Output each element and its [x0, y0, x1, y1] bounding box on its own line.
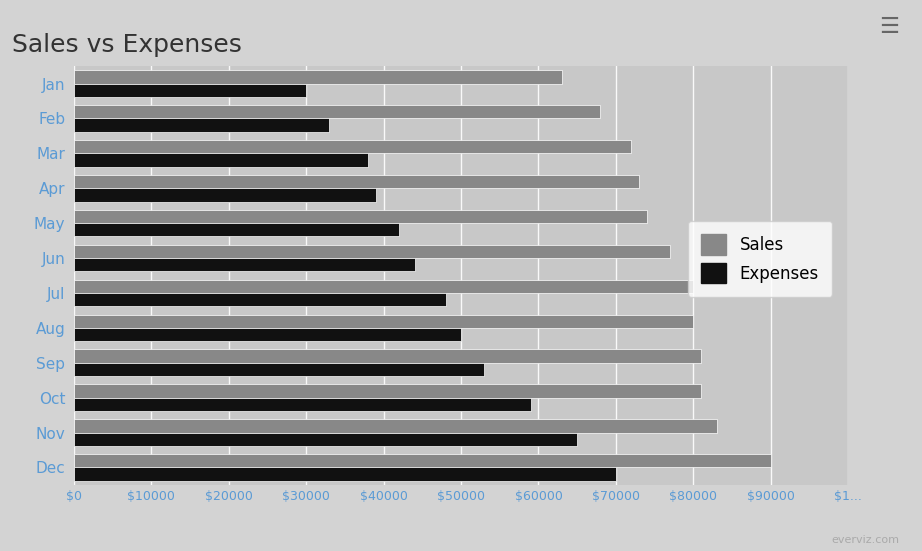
Bar	[74, 210, 647, 223]
Bar	[74, 71, 561, 84]
Text: Sales vs Expenses: Sales vs Expenses	[12, 33, 242, 57]
Bar	[74, 454, 771, 467]
Bar	[74, 467, 616, 480]
Bar	[74, 258, 415, 271]
Bar	[74, 84, 306, 97]
Bar	[74, 293, 445, 306]
Bar	[74, 363, 484, 376]
Bar	[74, 140, 632, 153]
Legend: Sales, Expenses: Sales, Expenses	[688, 221, 833, 296]
Bar	[74, 315, 693, 328]
Bar	[74, 328, 461, 341]
Bar	[74, 385, 701, 398]
Bar	[74, 280, 693, 293]
Bar	[74, 118, 329, 132]
Bar	[74, 153, 368, 166]
Bar	[74, 105, 600, 118]
Bar	[74, 349, 701, 363]
Bar	[74, 175, 639, 188]
Bar	[74, 433, 577, 446]
Bar	[74, 245, 670, 258]
Text: ☰: ☰	[879, 17, 899, 36]
Bar	[74, 419, 716, 433]
Bar	[74, 398, 531, 411]
Text: everviz.com: everviz.com	[831, 536, 899, 545]
Bar	[74, 188, 376, 202]
Bar	[74, 223, 399, 236]
